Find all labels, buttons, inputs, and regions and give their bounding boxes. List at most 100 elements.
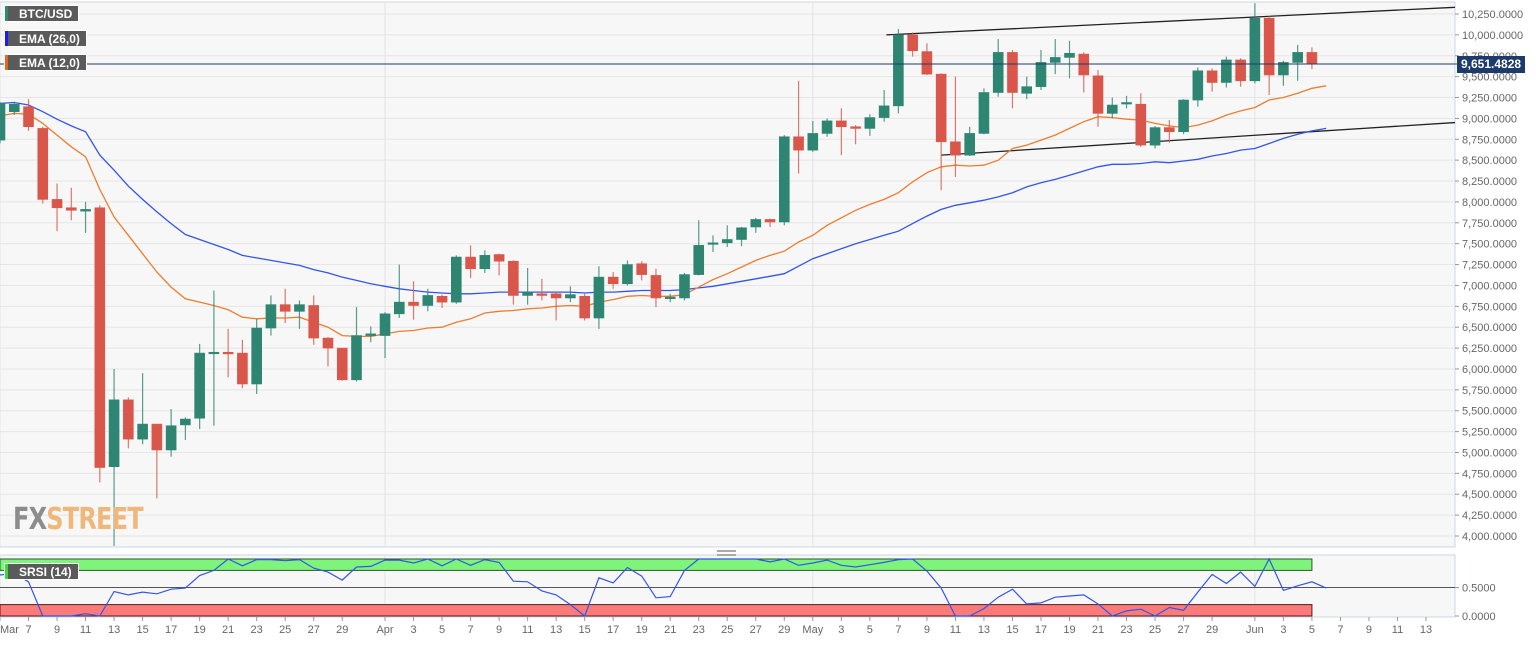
candle[interactable] — [1278, 60, 1289, 86]
candle[interactable] — [251, 318, 262, 395]
candle[interactable] — [1064, 40, 1075, 79]
candle[interactable] — [935, 73, 947, 191]
candle[interactable] — [94, 205, 106, 483]
candle[interactable] — [550, 292, 562, 321]
candle[interactable] — [336, 347, 348, 381]
candle[interactable] — [279, 288, 291, 324]
candle[interactable] — [565, 286, 576, 303]
candle[interactable] — [1092, 69, 1104, 127]
channel-trendlines[interactable] — [886, 6, 1456, 156]
candle[interactable] — [850, 125, 861, 145]
candle[interactable] — [893, 29, 904, 114]
candle[interactable] — [422, 288, 434, 312]
candle[interactable] — [194, 343, 205, 430]
candle[interactable] — [66, 187, 77, 221]
candle[interactable] — [778, 135, 790, 226]
candle[interactable] — [80, 201, 91, 233]
candle[interactable] — [522, 267, 533, 305]
panel-resize-handle[interactable] — [717, 550, 736, 556]
candle[interactable] — [265, 295, 277, 336]
candle[interactable] — [393, 264, 405, 319]
candle[interactable] — [964, 126, 975, 156]
candle[interactable] — [1249, 3, 1261, 84]
candle[interactable] — [1178, 99, 1189, 135]
candle[interactable] — [1049, 39, 1061, 75]
candle[interactable] — [379, 312, 391, 359]
candle[interactable] — [1263, 15, 1275, 96]
candle[interactable] — [322, 337, 334, 367]
candle[interactable] — [821, 118, 833, 137]
candle[interactable] — [907, 32, 918, 57]
candle[interactable] — [0, 101, 6, 144]
candlesticks[interactable] — [0, 3, 1318, 547]
candle[interactable] — [493, 253, 505, 276]
candle[interactable] — [137, 373, 148, 445]
candle[interactable] — [622, 260, 633, 286]
candle[interactable] — [1135, 93, 1147, 147]
candle[interactable] — [436, 294, 448, 308]
candle[interactable] — [508, 260, 519, 305]
candle[interactable] — [108, 368, 120, 547]
candle[interactable] — [23, 99, 34, 131]
candle[interactable] — [151, 423, 163, 499]
candle[interactable] — [679, 272, 690, 301]
candle[interactable] — [836, 108, 847, 156]
candle[interactable] — [992, 39, 1004, 97]
candle[interactable] — [721, 225, 733, 248]
candle[interactable] — [1007, 49, 1018, 109]
candle[interactable] — [593, 266, 605, 329]
candle[interactable] — [1206, 68, 1218, 92]
candle[interactable] — [51, 183, 63, 232]
candle[interactable] — [465, 245, 476, 278]
candle[interactable] — [764, 218, 776, 227]
candle[interactable] — [479, 250, 491, 273]
candle[interactable] — [807, 120, 819, 152]
candle[interactable] — [1292, 44, 1303, 81]
candle[interactable] — [308, 295, 320, 345]
candle[interactable] — [8, 101, 20, 116]
candle[interactable] — [222, 328, 234, 378]
legend-srsi[interactable]: SRSI (14) — [4, 563, 79, 580]
candle[interactable] — [607, 272, 619, 289]
legend-btcusd[interactable]: BTC/USD — [4, 5, 80, 22]
candle[interactable] — [237, 339, 248, 389]
candle[interactable] — [1078, 52, 1090, 93]
candle[interactable] — [1121, 95, 1132, 109]
candle[interactable] — [1221, 56, 1232, 88]
candle[interactable] — [1106, 97, 1118, 119]
candle[interactable] — [750, 217, 762, 233]
candle[interactable] — [365, 326, 377, 343]
candle[interactable] — [921, 43, 933, 75]
candle[interactable] — [123, 397, 134, 449]
candle[interactable] — [693, 220, 705, 276]
candle[interactable] — [536, 278, 548, 301]
legend-ema26[interactable]: EMA (26,0) — [4, 30, 87, 47]
candle[interactable] — [978, 88, 990, 135]
candle[interactable] — [950, 76, 961, 177]
candle[interactable] — [351, 307, 362, 382]
candle[interactable] — [650, 268, 662, 308]
candle[interactable] — [579, 293, 590, 321]
candle[interactable] — [864, 114, 876, 136]
candle[interactable] — [208, 290, 220, 426]
candle[interactable] — [294, 300, 305, 329]
candle[interactable] — [793, 80, 804, 174]
candle[interactable] — [1035, 49, 1047, 91]
candle[interactable] — [37, 126, 49, 204]
candle[interactable] — [878, 90, 890, 122]
candle[interactable] — [636, 261, 648, 281]
candle[interactable] — [1235, 58, 1246, 87]
candle[interactable] — [1164, 120, 1175, 143]
candle[interactable] — [736, 226, 747, 247]
candle[interactable] — [664, 293, 676, 303]
candle[interactable] — [1149, 125, 1161, 149]
candle[interactable] — [1021, 76, 1033, 100]
legend-ema12[interactable]: EMA (12,0) — [4, 54, 87, 71]
candle[interactable] — [707, 235, 719, 253]
candle[interactable] — [1192, 67, 1204, 107]
candle[interactable] — [451, 255, 462, 304]
candle[interactable] — [180, 417, 191, 440]
candle[interactable] — [165, 409, 177, 457]
